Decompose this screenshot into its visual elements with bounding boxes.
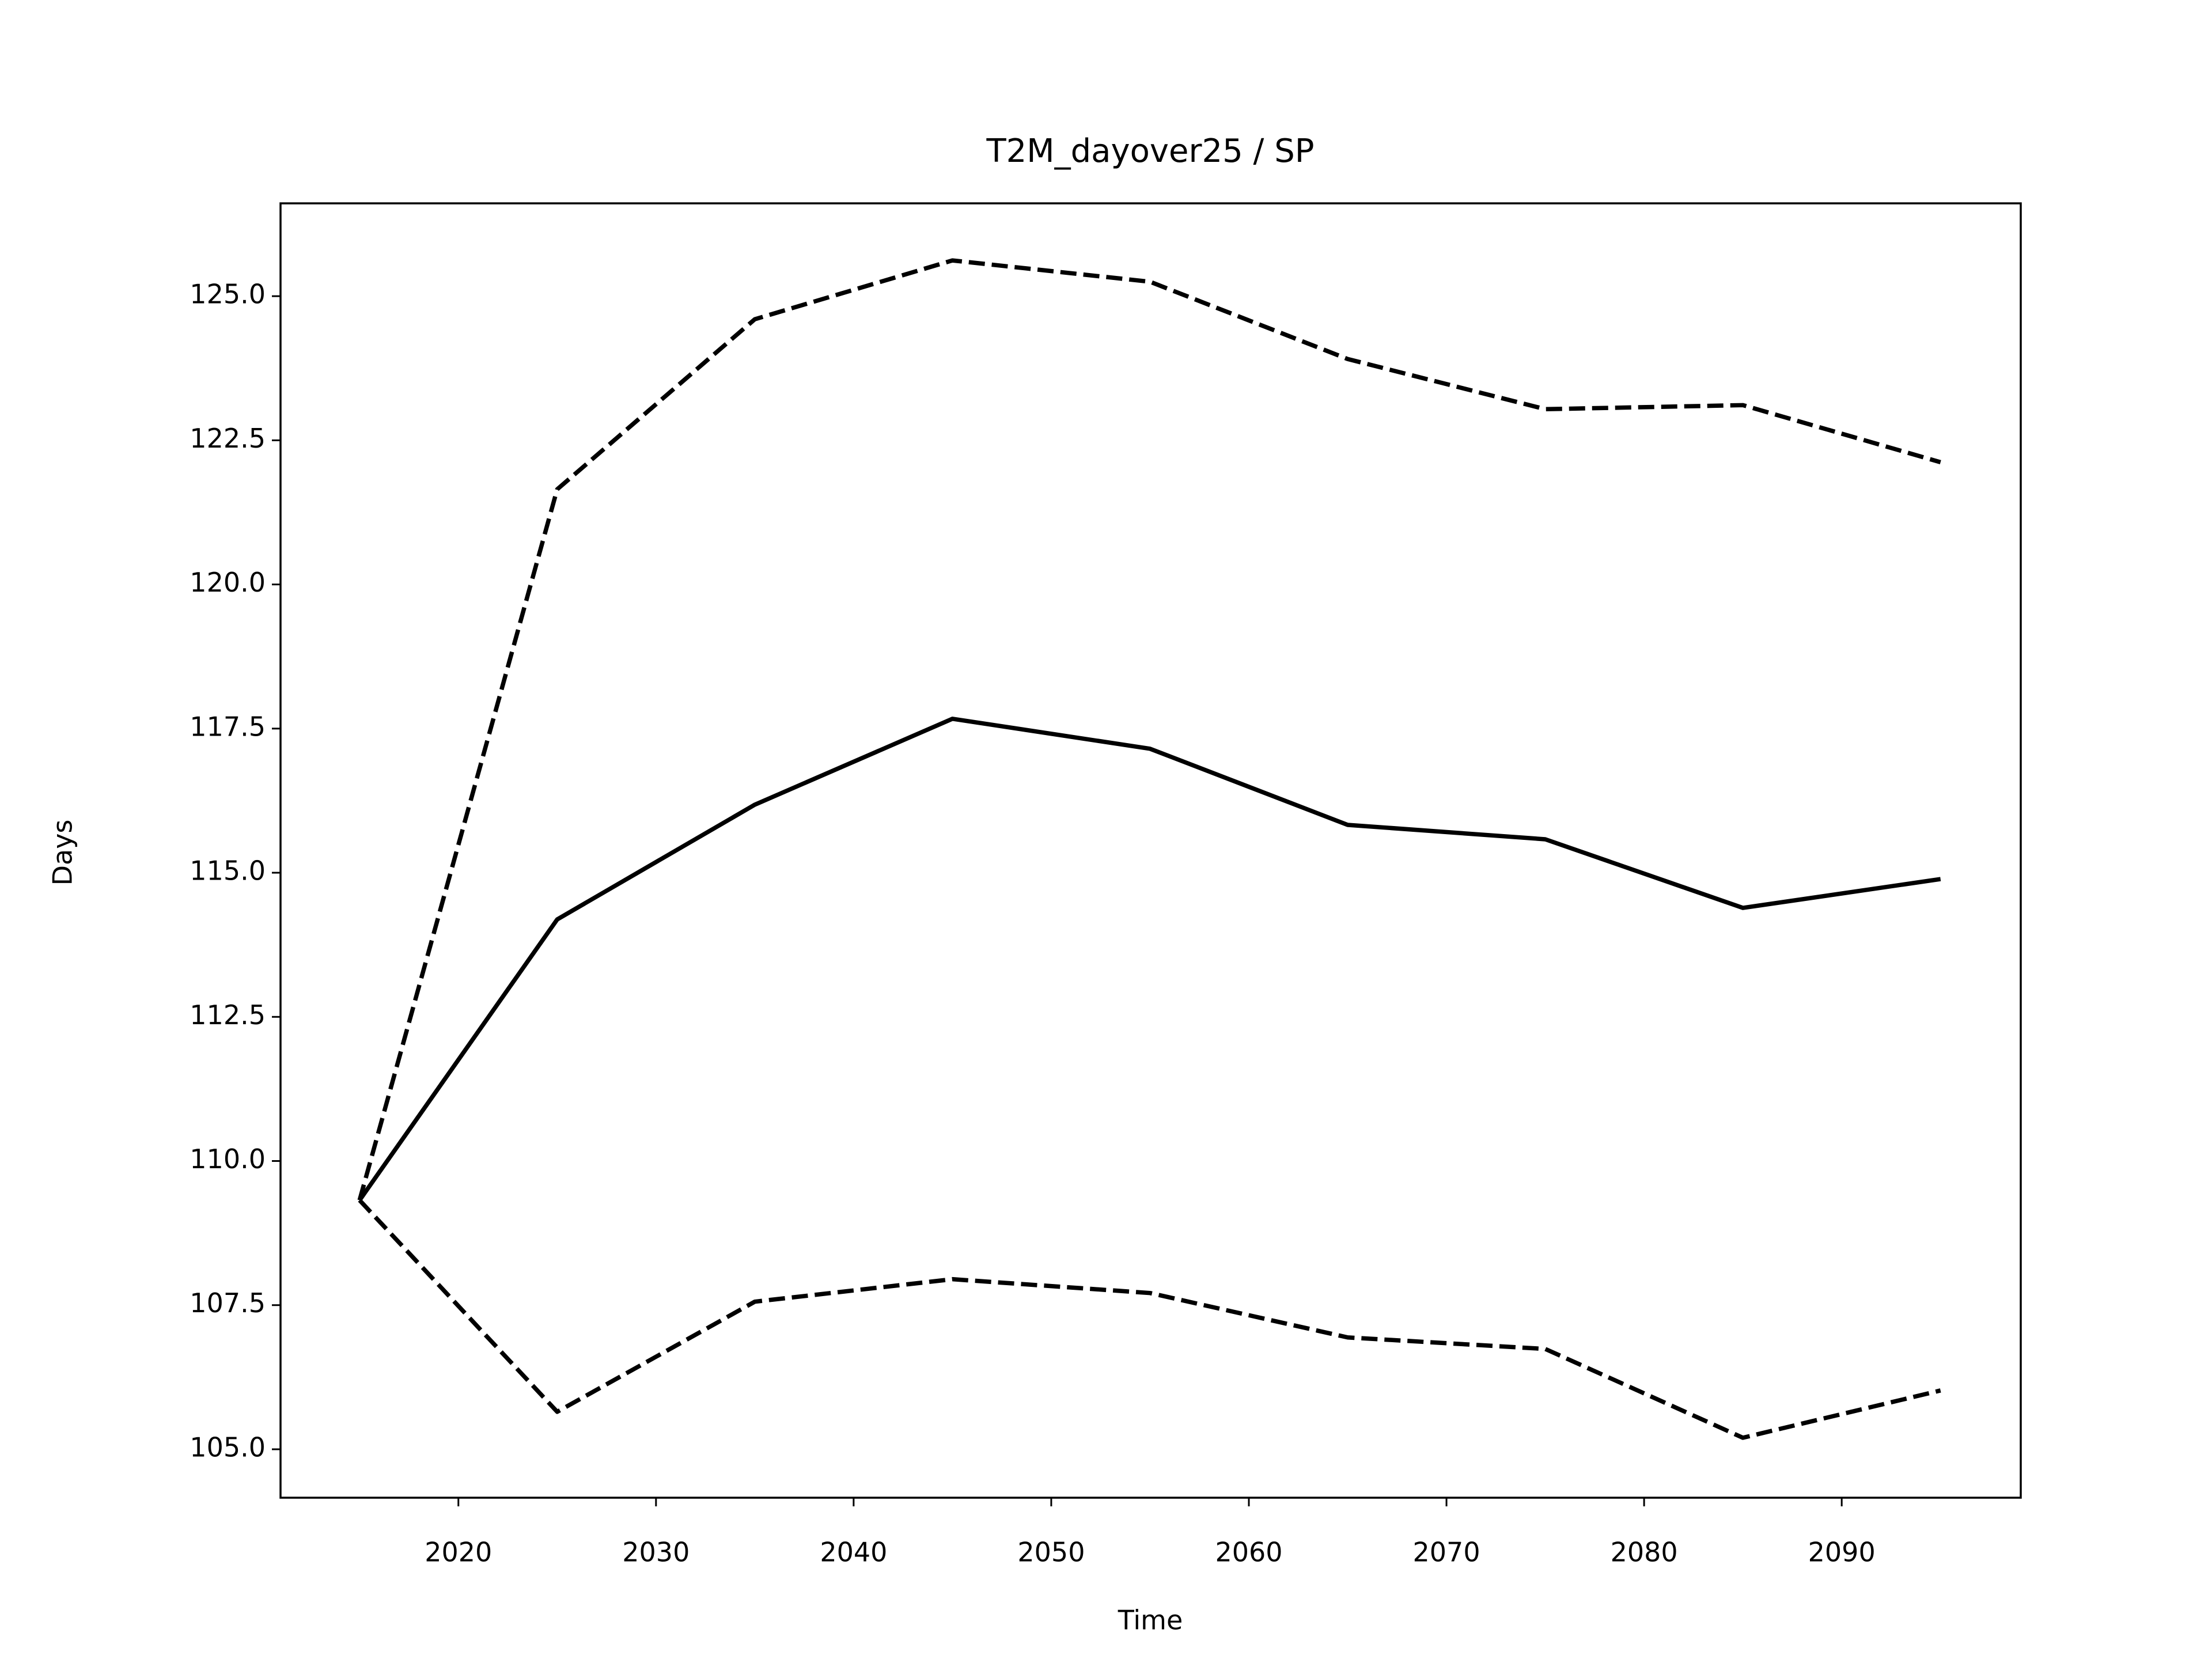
x-tick-label: 2070 [1413, 1537, 1480, 1568]
x-tick-label: 2030 [622, 1537, 690, 1568]
y-tick-label: 105.0 [190, 1431, 266, 1463]
y-tick-label: 120.0 [190, 567, 266, 598]
y-tick-label: 115.0 [190, 855, 266, 887]
series-line [358, 1198, 1941, 1440]
x-tick-label: 2090 [1808, 1537, 1876, 1568]
y-tick-label: 110.0 [190, 1143, 266, 1175]
x-tick-label: 2040 [820, 1537, 887, 1568]
x-tick-label: 2060 [1215, 1537, 1282, 1568]
x-axis-label: Time [1118, 1605, 1183, 1636]
series-line [358, 717, 1941, 1202]
x-tick-label: 2080 [1611, 1537, 1678, 1568]
x-tick-label: 2050 [1017, 1537, 1085, 1568]
y-axis-label: Days [47, 820, 78, 886]
y-tick-label: 117.5 [190, 711, 266, 742]
y-tick-label: 107.5 [190, 1287, 266, 1319]
plot-frame [279, 202, 2022, 1499]
series-line [357, 258, 1941, 1201]
x-tick-label: 2020 [425, 1537, 492, 1568]
y-tick-label: 122.5 [190, 423, 266, 454]
chart-title: T2M_dayover25 / SP [986, 132, 1314, 170]
y-tick-label: 112.5 [190, 999, 266, 1031]
y-tick-label: 125.0 [190, 279, 266, 310]
